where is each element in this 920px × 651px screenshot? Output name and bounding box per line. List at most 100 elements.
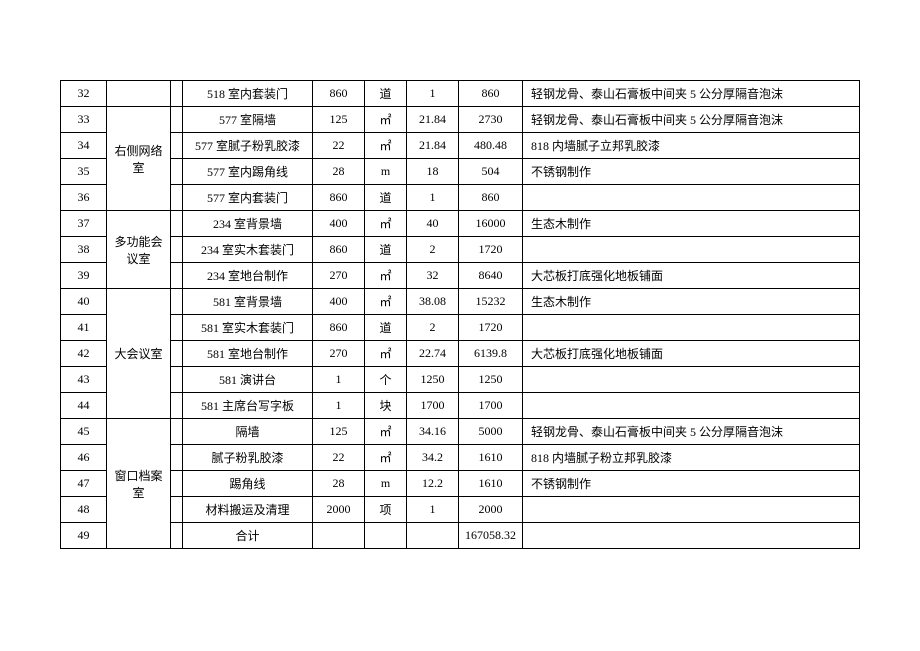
item-name: 577 室内踢角线 (183, 159, 313, 185)
remark (523, 367, 860, 393)
remark: 818 内墙腻子粉立邦乳胶漆 (523, 445, 860, 471)
blank-cell (171, 289, 183, 315)
blank-cell (171, 185, 183, 211)
unit-price: 270 (313, 263, 365, 289)
table-row: 34577 室腻子粉乳胶漆22㎡21.84480.48818 内墙腻子立邦乳胶漆 (61, 133, 860, 159)
amount: 1720 (459, 237, 523, 263)
item-name: 581 室地台制作 (183, 341, 313, 367)
row-index: 48 (61, 497, 107, 523)
blank-cell (171, 237, 183, 263)
amount: 5000 (459, 419, 523, 445)
blank-cell (171, 159, 183, 185)
blank-cell (171, 393, 183, 419)
row-index: 39 (61, 263, 107, 289)
blank-cell (171, 211, 183, 237)
unit-price: 125 (313, 419, 365, 445)
quantity: 34.2 (407, 445, 459, 471)
remark: 大芯板打底强化地板铺面 (523, 341, 860, 367)
table-row: 42581 室地台制作270㎡22.746139.8大芯板打底强化地板铺面 (61, 341, 860, 367)
unit-price: 860 (313, 315, 365, 341)
quantity: 1700 (407, 393, 459, 419)
row-index: 46 (61, 445, 107, 471)
blank-cell (171, 523, 183, 549)
table-row: 47踢角线28m12.21610不锈钢制作 (61, 471, 860, 497)
row-index: 33 (61, 107, 107, 133)
unit: ㎡ (365, 107, 407, 133)
amount: 167058.32 (459, 523, 523, 549)
quantity: 32 (407, 263, 459, 289)
row-index: 36 (61, 185, 107, 211)
item-name: 材料搬运及清理 (183, 497, 313, 523)
row-index: 47 (61, 471, 107, 497)
quantity: 22.74 (407, 341, 459, 367)
table-row: 35577 室内踢角线28m18504不锈钢制作 (61, 159, 860, 185)
unit-price: 1 (313, 367, 365, 393)
blank-cell (171, 263, 183, 289)
remark: 不锈钢制作 (523, 471, 860, 497)
unit: ㎡ (365, 445, 407, 471)
table-row: 48材料搬运及清理2000项12000 (61, 497, 860, 523)
remark: 轻钢龙骨、泰山石膏板中间夹 5 公分厚隔音泡沫 (523, 81, 860, 107)
item-name: 577 室腻子粉乳胶漆 (183, 133, 313, 159)
group-label: 右侧网络室 (107, 107, 171, 211)
blank-cell (171, 107, 183, 133)
item-name: 518 室内套装门 (183, 81, 313, 107)
unit-price: 400 (313, 211, 365, 237)
unit-price: 22 (313, 133, 365, 159)
unit-price: 28 (313, 159, 365, 185)
unit-price: 860 (313, 81, 365, 107)
item-name: 581 室实木套装门 (183, 315, 313, 341)
amount: 1610 (459, 445, 523, 471)
unit: ㎡ (365, 341, 407, 367)
row-index: 40 (61, 289, 107, 315)
unit: 道 (365, 185, 407, 211)
unit: ㎡ (365, 289, 407, 315)
row-index: 41 (61, 315, 107, 341)
unit-price: 28 (313, 471, 365, 497)
table-row: 41581 室实木套装门860道21720 (61, 315, 860, 341)
remark: 生态木制作 (523, 289, 860, 315)
row-index: 45 (61, 419, 107, 445)
unit-price (313, 523, 365, 549)
unit-price: 22 (313, 445, 365, 471)
amount: 1700 (459, 393, 523, 419)
item-name: 581 室背景墙 (183, 289, 313, 315)
quantity: 1 (407, 497, 459, 523)
remark (523, 237, 860, 263)
unit: m (365, 471, 407, 497)
item-name: 腻子粉乳胶漆 (183, 445, 313, 471)
amount: 480.48 (459, 133, 523, 159)
amount: 2730 (459, 107, 523, 133)
amount: 1720 (459, 315, 523, 341)
amount: 860 (459, 81, 523, 107)
amount: 8640 (459, 263, 523, 289)
quantity: 1 (407, 185, 459, 211)
item-name: 581 主席台写字板 (183, 393, 313, 419)
quantity: 2 (407, 237, 459, 263)
blank-cell (171, 367, 183, 393)
unit: ㎡ (365, 419, 407, 445)
remark: 818 内墙腻子立邦乳胶漆 (523, 133, 860, 159)
quantity: 40 (407, 211, 459, 237)
remark: 不锈钢制作 (523, 159, 860, 185)
remark: 轻钢龙骨、泰山石膏板中间夹 5 公分厚隔音泡沫 (523, 107, 860, 133)
table-row: 45窗口档案室隔墙125㎡34.165000轻钢龙骨、泰山石膏板中间夹 5 公分… (61, 419, 860, 445)
table-row: 40大会议室581 室背景墙400㎡38.0815232生态木制作 (61, 289, 860, 315)
unit-price: 1 (313, 393, 365, 419)
blank-cell (171, 133, 183, 159)
table-row: 39234 室地台制作270㎡328640大芯板打底强化地板铺面 (61, 263, 860, 289)
table-row: 46 腻子粉乳胶漆22㎡34.21610818 内墙腻子粉立邦乳胶漆 (61, 445, 860, 471)
quantity: 12.2 (407, 471, 459, 497)
table-row: 36577 室内套装门860道1860 (61, 185, 860, 211)
row-index: 44 (61, 393, 107, 419)
quantity: 18 (407, 159, 459, 185)
group-label: 多功能会议室 (107, 211, 171, 289)
row-index: 43 (61, 367, 107, 393)
quantity: 1250 (407, 367, 459, 393)
table-row: 38234 室实木套装门860道21720 (61, 237, 860, 263)
unit (365, 523, 407, 549)
blank-cell (171, 471, 183, 497)
remark (523, 315, 860, 341)
item-name: 581 演讲台 (183, 367, 313, 393)
quantity: 1 (407, 81, 459, 107)
